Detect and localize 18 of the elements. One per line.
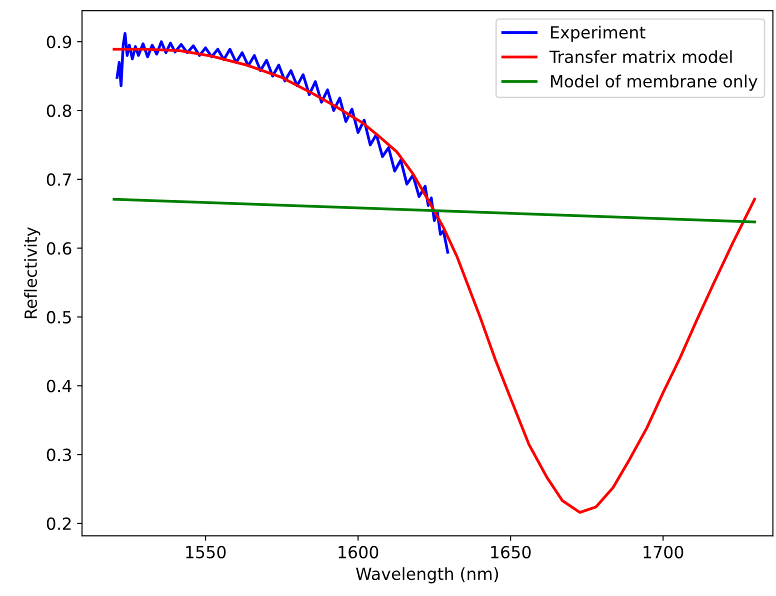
y-tick-label: 0.9 xyxy=(46,36,72,48)
y-tick-label: 0.7 xyxy=(46,173,71,186)
x-tick-label: 1600 xyxy=(338,546,378,558)
y-tick-label: 0.6 xyxy=(46,242,72,255)
y-tick-label: 0.3 xyxy=(46,448,71,462)
y-tick-label: 0.5 xyxy=(46,310,71,324)
x-tick-label: 1700 xyxy=(644,546,684,558)
y-tick-label: 0.2 xyxy=(46,517,71,530)
y-tick-label: 0.4 xyxy=(46,380,72,392)
legend-label: Experiment xyxy=(551,26,646,42)
x-axis-title: Wavelength (nm) xyxy=(356,567,498,584)
line-series xyxy=(112,48,756,514)
x-tick-label: 1650 xyxy=(491,546,531,558)
legend-label: Model of membrane only xyxy=(551,74,758,91)
y-axis-title: Reflectivity xyxy=(24,227,40,318)
x-tick-label: 1550 xyxy=(186,546,226,558)
y-tick-label: 0.8 xyxy=(46,104,72,118)
legend-label: Transfer matrix model xyxy=(549,50,732,64)
